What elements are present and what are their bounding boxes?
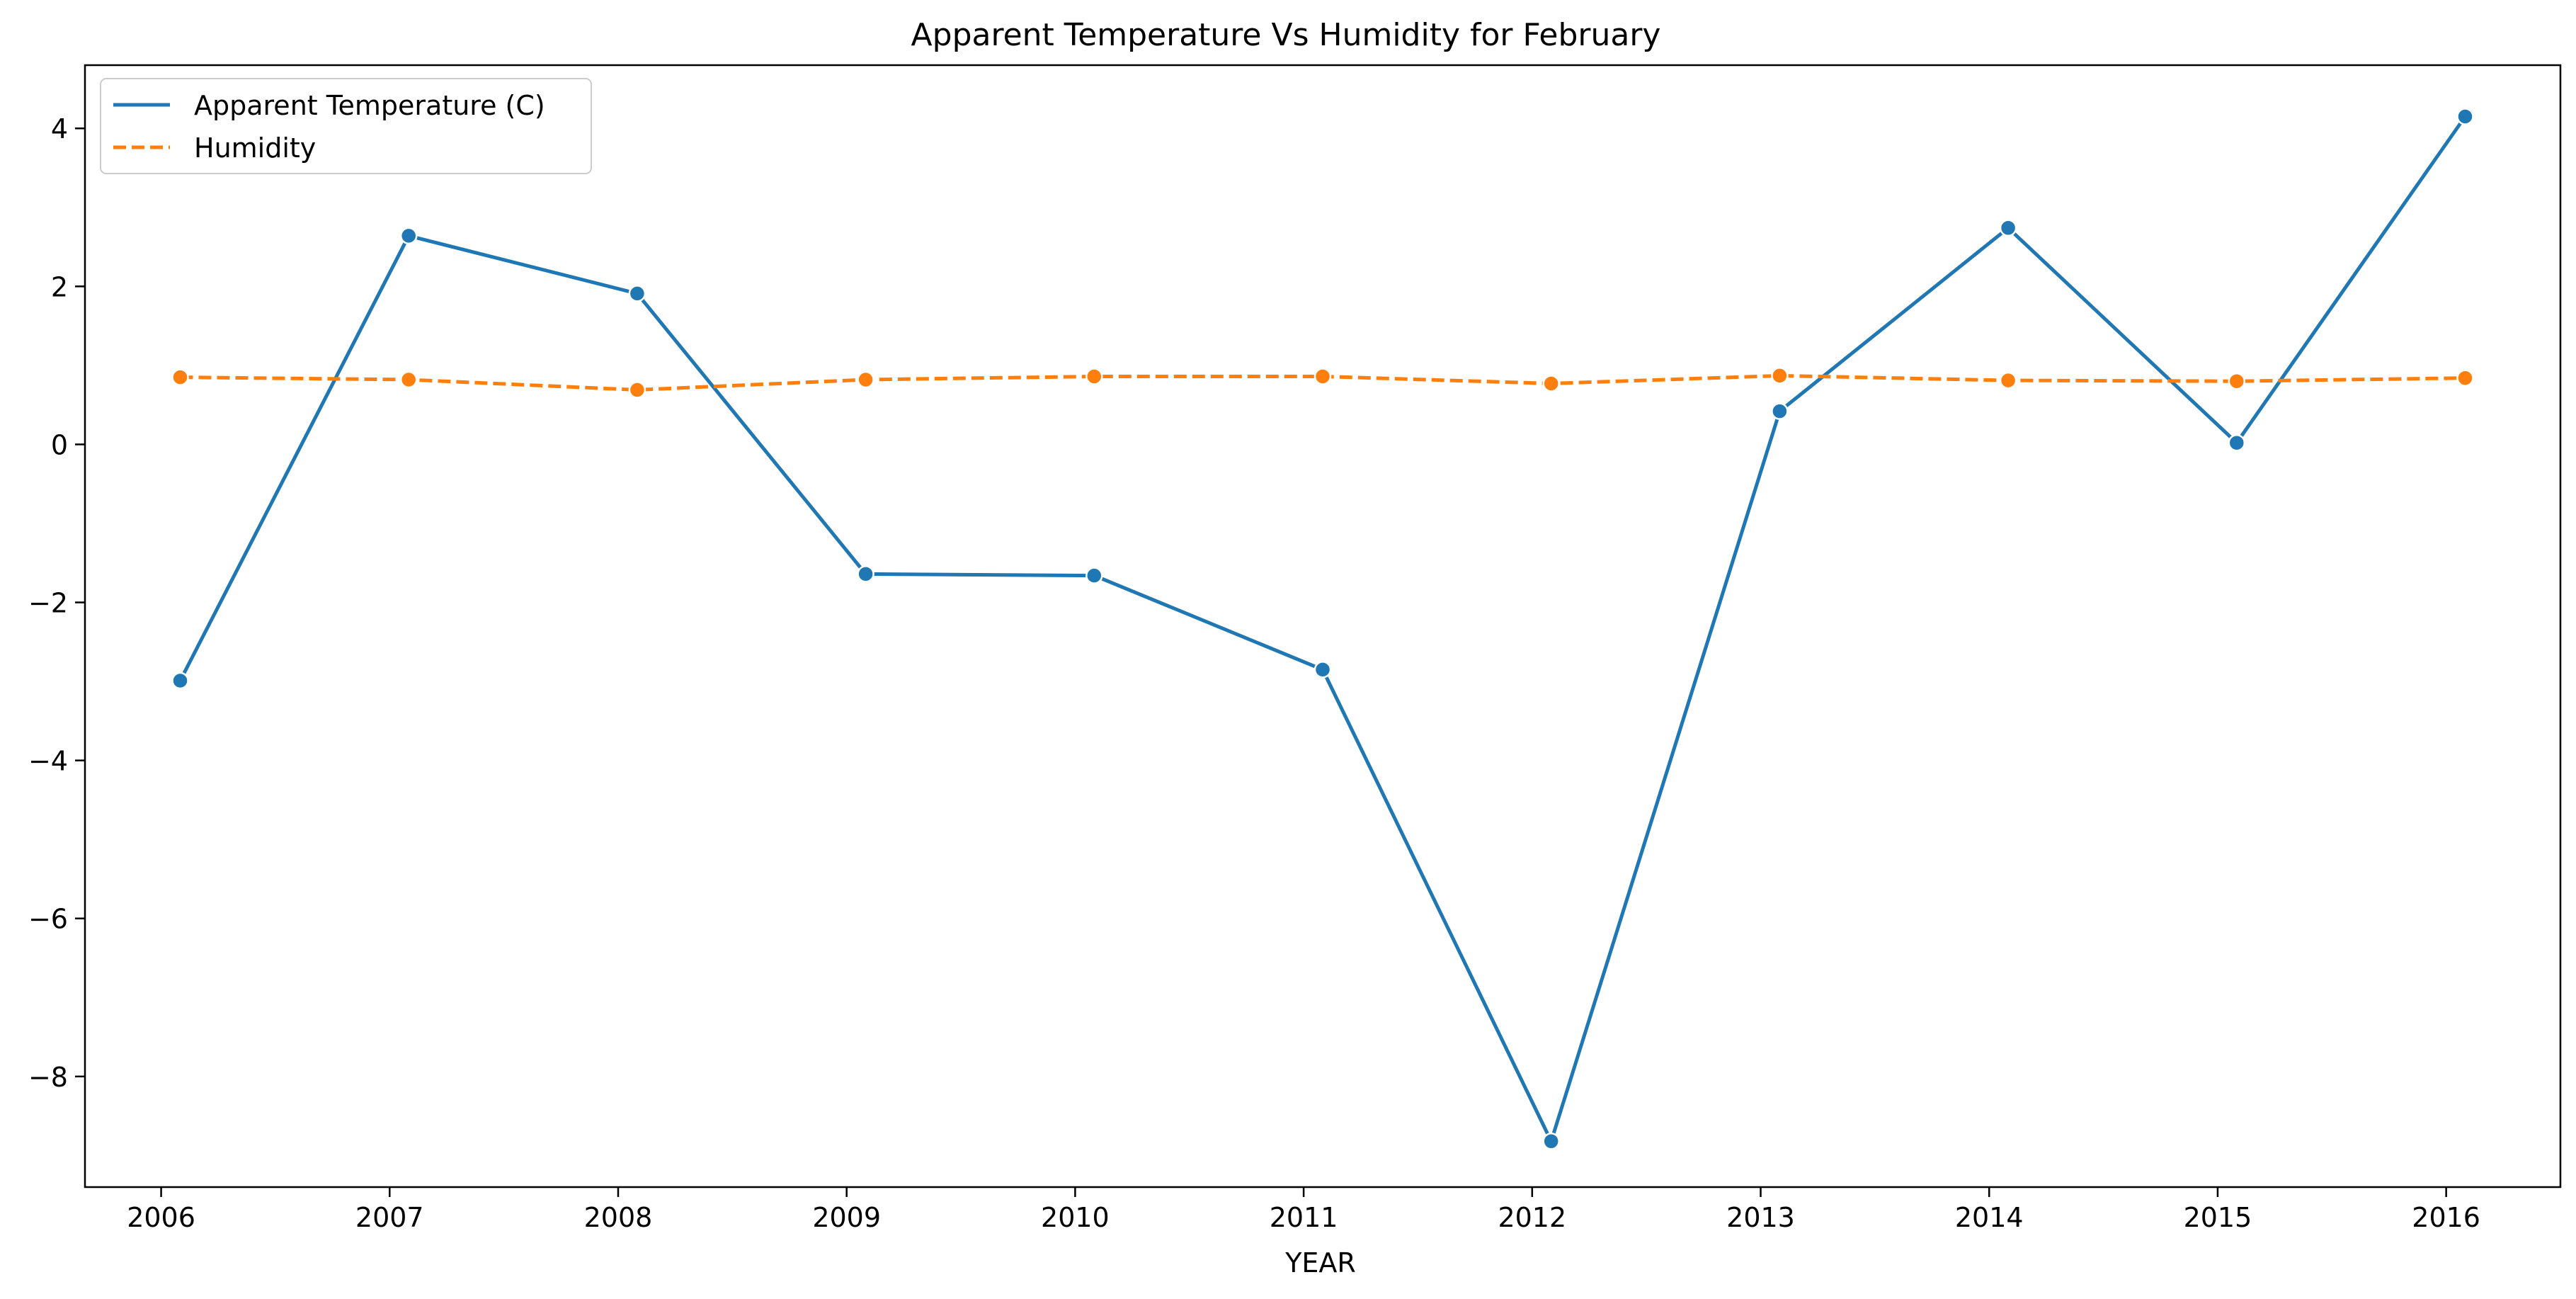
series-1-point-2016 [2456,369,2474,387]
legend-box [100,78,592,174]
legend-label-0: Apparent Temperature (C) [194,90,545,121]
x-tick-label: 2007 [355,1202,424,1233]
series-0-point-2007 [399,227,418,245]
chart-title: Apparent Temperature Vs Humidity for Feb… [911,17,1661,53]
series-1-point-2006 [171,368,189,386]
series-1-point-2014 [1999,371,2017,390]
series-1-point-2013 [1771,367,1789,385]
series-0-point-2014 [1999,219,2017,237]
x-tick-label: 2016 [2412,1202,2480,1233]
x-tick-label: 2012 [1498,1202,1566,1233]
series-0-point-2008 [628,285,646,302]
x-tick-label: 2011 [1270,1202,1338,1233]
series-layer [171,108,2474,1150]
x-tick-label: 2009 [812,1202,881,1233]
series-1-point-2012 [1542,375,1560,392]
y-tick-label: −4 [28,746,68,777]
x-tick-label: 2010 [1041,1202,1110,1233]
x-tick-label: 2006 [127,1202,195,1233]
plot-background [85,65,2560,1187]
series-0-point-2011 [1313,661,1332,679]
plot-area [84,64,2562,1189]
legend: Apparent Temperature (C) Humidity [100,78,592,174]
y-tick-label: −2 [28,588,68,619]
x-axis-label: YEAR [1284,1247,1356,1278]
series-0-point-2006 [171,671,189,690]
series-1-point-2015 [2228,372,2246,390]
plot-frame [84,64,2562,1189]
series-1-point-2007 [399,370,418,389]
y-tick-label: −6 [28,904,68,935]
series-1-point-2010 [1085,368,1103,385]
series-0-point-2013 [1771,402,1789,420]
series-1-point-2011 [1313,368,1332,385]
series-1-point-2008 [628,381,646,399]
y-tick-label: 2 [51,271,68,302]
x-tick-label: 2013 [1726,1202,1795,1233]
x-tick-label: 2008 [584,1202,653,1233]
x-tick-label: 2014 [1955,1202,2024,1233]
series-0-point-2010 [1085,567,1103,584]
series-0-point-2009 [857,565,874,583]
series-0-point-2016 [2456,108,2474,125]
y-tick-label: 4 [51,113,68,144]
series-0-point-2015 [2228,433,2246,452]
y-tick-label: −8 [28,1062,68,1093]
x-axis: 2006 2007 2008 2009 2010 2011 2012 2013 2014 2015… [127,1187,2480,1233]
y-tick-label: 0 [51,429,68,460]
series-0-point-2012 [1542,1133,1560,1150]
y-axis: −8 −6 −4 −2 0 2 4 [28,113,85,1093]
legend-label-1: Humidity [194,132,316,164]
series-1-point-2009 [857,370,874,389]
x-tick-label: 2015 [2184,1202,2252,1233]
